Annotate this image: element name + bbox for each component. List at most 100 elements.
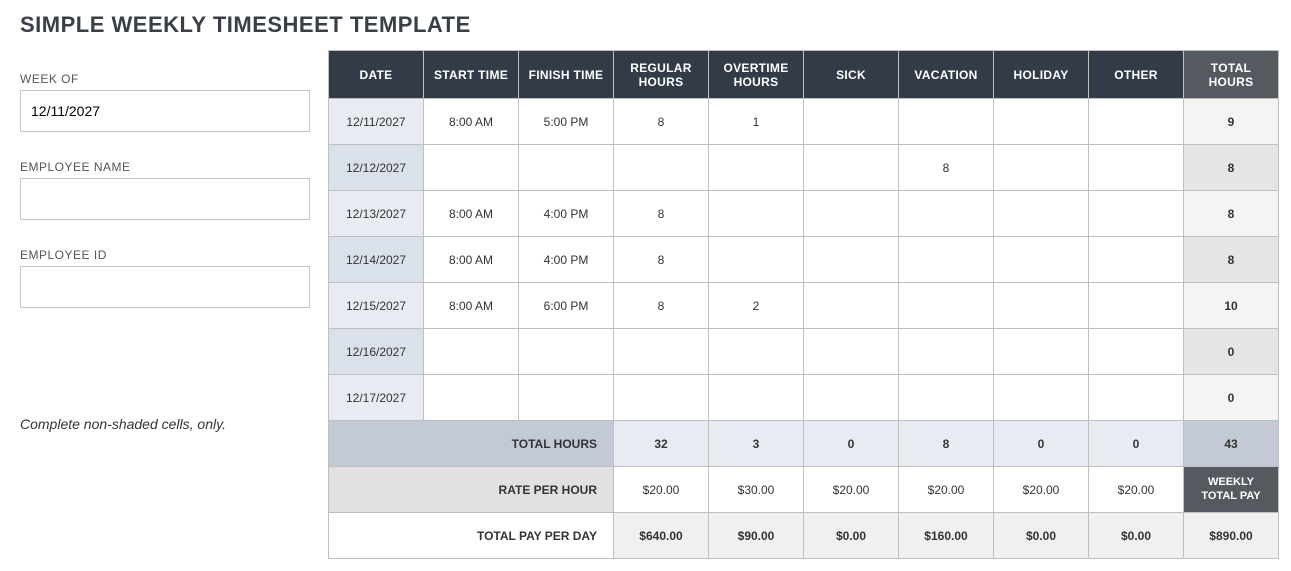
cell-start[interactable]	[424, 375, 519, 421]
cell-total: 8	[1184, 145, 1279, 191]
cell-sick[interactable]	[804, 99, 899, 145]
summary-rate-row: RATE PER HOUR $20.00 $30.00 $20.00 $20.0…	[329, 467, 1279, 513]
cell-sick[interactable]	[804, 329, 899, 375]
cell-vacation[interactable]	[899, 375, 994, 421]
rate-regular[interactable]: $20.00	[614, 467, 709, 513]
cell-vacation[interactable]	[899, 329, 994, 375]
week-of-input[interactable]	[20, 90, 310, 132]
rate-other[interactable]: $20.00	[1089, 467, 1184, 513]
cell-other[interactable]	[1089, 375, 1184, 421]
cell-total: 10	[1184, 283, 1279, 329]
cell-finish[interactable]	[519, 375, 614, 421]
th-overtime: OVERTIME HOURS	[709, 51, 804, 99]
cell-total: 0	[1184, 329, 1279, 375]
table-row: 12/13/20278:00 AM4:00 PM88	[329, 191, 1279, 237]
table-row: 12/11/20278:00 AM5:00 PM819	[329, 99, 1279, 145]
employee-id-input[interactable]	[20, 266, 310, 308]
cell-finish[interactable]: 5:00 PM	[519, 99, 614, 145]
cell-overtime[interactable]	[709, 329, 804, 375]
cell-sick[interactable]	[804, 145, 899, 191]
cell-sick[interactable]	[804, 283, 899, 329]
pay-vacation: $160.00	[899, 513, 994, 559]
cell-overtime[interactable]: 2	[709, 283, 804, 329]
rate-sick[interactable]: $20.00	[804, 467, 899, 513]
cell-date: 12/14/2027	[329, 237, 424, 283]
cell-finish[interactable]	[519, 329, 614, 375]
cell-regular[interactable]: 8	[614, 99, 709, 145]
rate-holiday[interactable]: $20.00	[994, 467, 1089, 513]
cell-other[interactable]	[1089, 145, 1184, 191]
table-row: 12/17/20270	[329, 375, 1279, 421]
cell-regular[interactable]	[614, 329, 709, 375]
cell-regular[interactable]	[614, 375, 709, 421]
total-hours-regular: 32	[614, 421, 709, 467]
total-hours-grand: 43	[1184, 421, 1279, 467]
cell-date: 12/15/2027	[329, 283, 424, 329]
th-date: DATE	[329, 51, 424, 99]
cell-holiday[interactable]	[994, 237, 1089, 283]
cell-other[interactable]	[1089, 329, 1184, 375]
cell-other[interactable]	[1089, 283, 1184, 329]
cell-start[interactable]	[424, 329, 519, 375]
pay-grand: $890.00	[1184, 513, 1279, 559]
page-title: SIMPLE WEEKLY TIMESHEET TEMPLATE	[20, 12, 1271, 38]
cell-sick[interactable]	[804, 191, 899, 237]
pay-other: $0.00	[1089, 513, 1184, 559]
cell-start[interactable]: 8:00 AM	[424, 237, 519, 283]
cell-vacation[interactable]	[899, 237, 994, 283]
employee-name-input[interactable]	[20, 178, 310, 220]
table-row: 12/14/20278:00 AM4:00 PM88	[329, 237, 1279, 283]
cell-other[interactable]	[1089, 191, 1184, 237]
th-start: START TIME	[424, 51, 519, 99]
table-row: 12/12/202788	[329, 145, 1279, 191]
summary-pay-row: TOTAL PAY PER DAY $640.00 $90.00 $0.00 $…	[329, 513, 1279, 559]
cell-vacation[interactable]	[899, 283, 994, 329]
rate-overtime[interactable]: $30.00	[709, 467, 804, 513]
pay-overtime: $90.00	[709, 513, 804, 559]
cell-overtime[interactable]	[709, 191, 804, 237]
total-hours-vacation: 8	[899, 421, 994, 467]
cell-holiday[interactable]	[994, 191, 1089, 237]
cell-total: 0	[1184, 375, 1279, 421]
total-hours-overtime: 3	[709, 421, 804, 467]
cell-finish[interactable]: 4:00 PM	[519, 237, 614, 283]
cell-date: 12/11/2027	[329, 99, 424, 145]
side-panel: WEEK OF EMPLOYEE NAME EMPLOYEE ID Comple…	[20, 50, 310, 432]
cell-holiday[interactable]	[994, 145, 1089, 191]
cell-vacation[interactable]: 8	[899, 145, 994, 191]
cell-holiday[interactable]	[994, 283, 1089, 329]
cell-other[interactable]	[1089, 237, 1184, 283]
table-header-row: DATE START TIME FINISH TIME REGULAR HOUR…	[329, 51, 1279, 99]
cell-start[interactable]: 8:00 AM	[424, 191, 519, 237]
cell-overtime[interactable]	[709, 145, 804, 191]
cell-start[interactable]: 8:00 AM	[424, 283, 519, 329]
cell-other[interactable]	[1089, 99, 1184, 145]
cell-vacation[interactable]	[899, 99, 994, 145]
table-row: 12/15/20278:00 AM6:00 PM82 10	[329, 283, 1279, 329]
cell-sick[interactable]	[804, 375, 899, 421]
cell-vacation[interactable]	[899, 191, 994, 237]
week-of-label: WEEK OF	[20, 72, 310, 86]
side-note: Complete non-shaded cells, only.	[20, 416, 310, 432]
cell-start[interactable]	[424, 145, 519, 191]
cell-regular[interactable]: 8	[614, 191, 709, 237]
rate-vacation[interactable]: $20.00	[899, 467, 994, 513]
cell-holiday[interactable]	[994, 99, 1089, 145]
cell-finish[interactable]: 6:00 PM	[519, 283, 614, 329]
pay-regular: $640.00	[614, 513, 709, 559]
cell-overtime[interactable]	[709, 375, 804, 421]
pay-sick: $0.00	[804, 513, 899, 559]
cell-finish[interactable]	[519, 145, 614, 191]
cell-overtime[interactable]	[709, 237, 804, 283]
cell-finish[interactable]: 4:00 PM	[519, 191, 614, 237]
cell-regular[interactable]	[614, 145, 709, 191]
cell-sick[interactable]	[804, 237, 899, 283]
cell-start[interactable]: 8:00 AM	[424, 99, 519, 145]
cell-holiday[interactable]	[994, 375, 1089, 421]
cell-overtime[interactable]: 1	[709, 99, 804, 145]
th-other: OTHER	[1089, 51, 1184, 99]
cell-holiday[interactable]	[994, 329, 1089, 375]
pay-holiday: $0.00	[994, 513, 1089, 559]
cell-regular[interactable]: 8	[614, 237, 709, 283]
cell-regular[interactable]: 8	[614, 283, 709, 329]
